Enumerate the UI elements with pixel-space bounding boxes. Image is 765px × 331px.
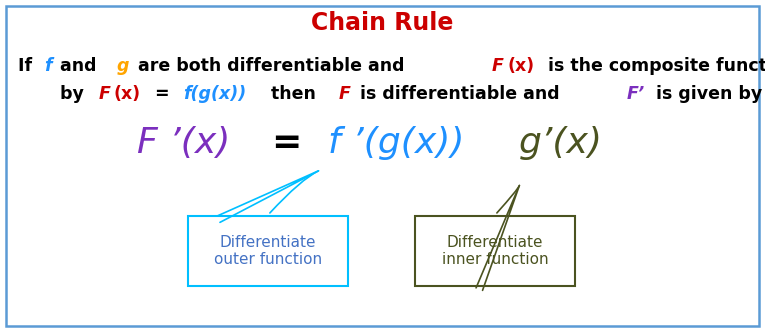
Text: g’(x): g’(x) [519, 126, 603, 160]
Text: (x): (x) [114, 85, 141, 103]
FancyBboxPatch shape [415, 216, 575, 286]
Text: (x): (x) [507, 57, 534, 75]
Text: f: f [44, 57, 51, 75]
Text: g: g [116, 57, 129, 75]
Text: =: = [149, 85, 175, 103]
Text: are both differentiable and: are both differentiable and [132, 57, 411, 75]
Text: Differentiate
outer function: Differentiate outer function [214, 235, 322, 267]
Text: F: F [99, 85, 110, 103]
Text: F: F [492, 57, 503, 75]
Text: Chain Rule: Chain Rule [311, 11, 453, 35]
Text: F: F [338, 85, 350, 103]
Text: If: If [18, 57, 38, 75]
Text: F’: F’ [627, 85, 645, 103]
FancyBboxPatch shape [188, 216, 348, 286]
Text: f ’(g(x)): f ’(g(x)) [327, 126, 476, 160]
Text: =: = [272, 126, 315, 160]
Text: then: then [265, 85, 322, 103]
Text: by: by [60, 85, 90, 103]
Text: f(g(x)): f(g(x)) [184, 85, 246, 103]
Text: is given by the product: is given by the product [650, 85, 765, 103]
Text: is the composite function defined: is the composite function defined [542, 57, 765, 75]
Text: is differentiable and: is differentiable and [353, 85, 565, 103]
Text: F ’(x): F ’(x) [137, 126, 242, 160]
Text: Differentiate
inner function: Differentiate inner function [441, 235, 549, 267]
Text: and: and [54, 57, 103, 75]
